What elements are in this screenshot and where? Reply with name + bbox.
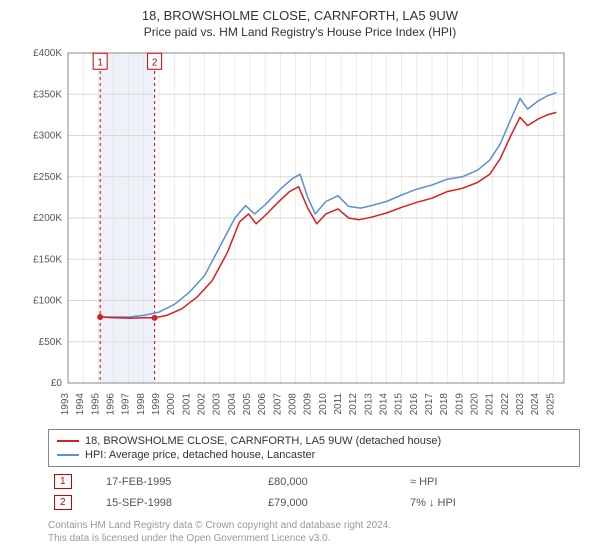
svg-text:2017: 2017	[424, 393, 435, 416]
event-delta: 7% ↓ HPI	[404, 492, 580, 513]
event-price: £80,000	[262, 471, 404, 492]
event-price: £79,000	[262, 492, 404, 513]
legend-label: 18, BROWSHOLME CLOSE, CARNFORTH, LA5 9UW…	[85, 435, 441, 447]
svg-text:£100K: £100K	[33, 296, 62, 307]
svg-text:2021: 2021	[485, 393, 496, 416]
svg-text:2010: 2010	[318, 393, 329, 416]
svg-text:2022: 2022	[500, 393, 511, 416]
legend-label: HPI: Average price, detached house, Lanc…	[85, 449, 315, 461]
svg-text:£150K: £150K	[33, 254, 62, 265]
svg-text:2006: 2006	[257, 393, 268, 416]
svg-text:1995: 1995	[90, 393, 101, 416]
svg-text:1994: 1994	[75, 393, 86, 416]
svg-text:1: 1	[97, 57, 103, 68]
svg-text:2016: 2016	[409, 393, 420, 416]
svg-text:2011: 2011	[333, 393, 344, 415]
svg-text:£50K: £50K	[39, 337, 63, 348]
svg-text:2002: 2002	[197, 393, 208, 416]
svg-text:1996: 1996	[106, 393, 117, 416]
svg-text:£300K: £300K	[33, 131, 62, 142]
svg-text:2: 2	[152, 57, 158, 68]
svg-text:£350K: £350K	[33, 89, 62, 100]
legend-item: 18, BROWSHOLME CLOSE, CARNFORTH, LA5 9UW…	[57, 434, 571, 448]
svg-text:2000: 2000	[166, 393, 177, 416]
svg-text:2020: 2020	[470, 393, 481, 416]
footer-line: This data is licensed under the Open Gov…	[48, 532, 580, 545]
event-row: 1 17-FEB-1995 £80,000 ≈ HPI	[48, 471, 580, 492]
event-number: 2	[54, 495, 72, 510]
event-date: 17-FEB-1995	[100, 471, 262, 492]
svg-text:£0: £0	[51, 378, 63, 389]
chart-svg: £0 £50K £100K £150K £200K £250K £300K £350K £400…	[20, 43, 580, 423]
event-row: 2 15-SEP-1998 £79,000 7% ↓ HPI	[48, 492, 580, 513]
svg-text:£200K: £200K	[33, 213, 62, 224]
svg-text:2013: 2013	[363, 393, 374, 416]
legend: 18, BROWSHOLME CLOSE, CARNFORTH, LA5 9UW…	[48, 429, 580, 467]
svg-text:2023: 2023	[515, 393, 526, 416]
svg-text:2014: 2014	[379, 393, 390, 416]
footer-line: Contains HM Land Registry data © Crown c…	[48, 519, 580, 532]
svg-text:1997: 1997	[121, 393, 132, 416]
event-number: 1	[54, 474, 72, 489]
svg-text:2019: 2019	[454, 393, 465, 416]
svg-text:1999: 1999	[151, 393, 162, 416]
svg-text:£400K: £400K	[33, 48, 62, 59]
svg-text:2003: 2003	[212, 393, 223, 416]
svg-text:2004: 2004	[227, 393, 238, 416]
legend-swatch	[57, 454, 79, 456]
event-date: 15-SEP-1998	[100, 492, 262, 513]
chart: £0 £50K £100K £150K £200K £250K £300K £350K £400…	[20, 43, 580, 423]
svg-text:2005: 2005	[242, 393, 253, 416]
chart-titles: 18, BROWSHOLME CLOSE, CARNFORTH, LA5 9UW…	[0, 0, 600, 43]
svg-text:2015: 2015	[394, 393, 405, 416]
svg-text:1993: 1993	[60, 393, 71, 416]
svg-text:2001: 2001	[181, 393, 192, 416]
svg-text:2012: 2012	[348, 393, 359, 416]
svg-text:2018: 2018	[439, 393, 450, 416]
svg-text:2007: 2007	[272, 393, 283, 416]
events-table: 1 17-FEB-1995 £80,000 ≈ HPI 2 15-SEP-199…	[48, 471, 580, 513]
svg-text:2025: 2025	[545, 393, 556, 416]
footer: Contains HM Land Registry data © Crown c…	[48, 519, 580, 545]
title-sub: Price paid vs. HM Land Registry's House …	[0, 25, 600, 39]
svg-text:2024: 2024	[530, 393, 541, 416]
svg-text:2008: 2008	[288, 393, 299, 416]
svg-text:£250K: £250K	[33, 172, 62, 183]
svg-text:1998: 1998	[136, 393, 147, 416]
legend-swatch	[57, 440, 79, 442]
title-main: 18, BROWSHOLME CLOSE, CARNFORTH, LA5 9UW	[0, 8, 600, 23]
event-delta: ≈ HPI	[404, 471, 580, 492]
legend-item: HPI: Average price, detached house, Lanc…	[57, 448, 571, 462]
svg-text:2009: 2009	[303, 393, 314, 416]
